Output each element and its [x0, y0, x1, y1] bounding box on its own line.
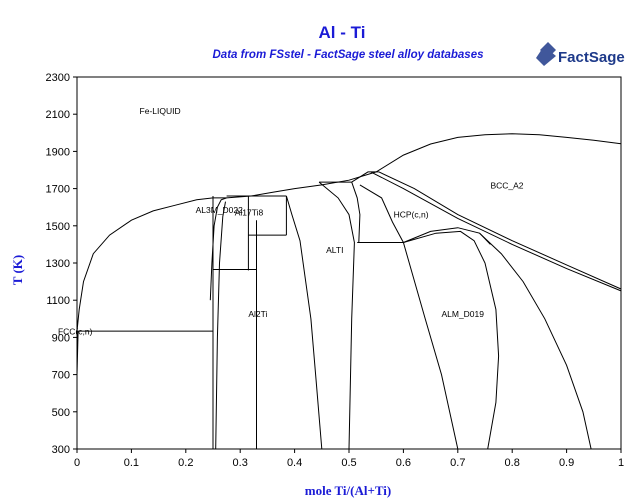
phase-boundary-24	[403, 230, 500, 450]
y-tick-label: 700	[52, 370, 70, 382]
x-tick-label: 0.9	[559, 457, 574, 469]
phase-label: ALM_D019	[441, 309, 484, 319]
phase-label: Al17Ti8	[235, 208, 264, 218]
phase-boundary-2	[209, 197, 227, 301]
x-tick-label: 0.4	[287, 457, 302, 469]
phase-boundary-13	[76, 331, 79, 375]
y-tick-label: 1100	[46, 295, 70, 307]
y-tick-label: 1700	[46, 184, 70, 196]
phase-label: Fe-LIQUID	[140, 106, 181, 116]
chart-title: Al - Ti	[319, 23, 366, 42]
y-tick-label: 1900	[46, 146, 70, 158]
phase-boundary-1	[76, 133, 622, 332]
x-tick-label: 0	[74, 457, 80, 469]
phase-label: FCC(c,n)	[58, 327, 93, 337]
phase-boundary-20	[370, 171, 622, 292]
y-tick-label: 900	[52, 332, 70, 344]
phase-label: BCC_A2	[490, 181, 523, 191]
x-tick-label: 0.2	[178, 457, 193, 469]
x-axis-label: mole Ti/(Al+Ti)	[305, 483, 392, 498]
x-tick-label: 0.3	[233, 457, 248, 469]
x-tick-label: 0.8	[505, 457, 520, 469]
y-tick-label: 1500	[46, 221, 70, 233]
x-axis: 0 0.1 0.2 0.3 0.4 0.5 0.6 0.7 0.8 0.9 1	[74, 449, 624, 469]
phase-boundaries	[76, 133, 622, 450]
y-tick-label: 300	[52, 444, 70, 456]
phase-label: ALTI	[326, 245, 343, 255]
phase-boundary-15	[318, 181, 355, 450]
y-tick-label: 500	[52, 407, 70, 419]
phase-boundary-3	[215, 201, 226, 450]
x-tick-label: 0.6	[396, 457, 411, 469]
y-axis: 300 500 700 900 1100 1300 1500 1700 1900 2100 2300	[46, 72, 77, 456]
phase-boundary-21	[378, 171, 622, 290]
phase-label: AL3M_D022	[196, 205, 244, 215]
x-tick-label: 1	[618, 457, 624, 469]
x-tick-label: 0.5	[341, 457, 356, 469]
y-tick-label: 1300	[46, 258, 70, 270]
chart-subtitle: Data from FSstel - FactSage steel alloy …	[213, 49, 484, 61]
phase-label: Al2Ti	[248, 309, 267, 319]
x-tick-label: 0.1	[124, 457, 139, 469]
y-tick-label: 2100	[46, 109, 70, 121]
y-axis-label: T (K)	[10, 255, 25, 285]
plot-frame	[76, 76, 622, 450]
y-tick-label: 2300	[46, 72, 70, 84]
phase-boundary-14	[285, 195, 323, 450]
phase-boundary-25	[479, 232, 592, 450]
svg-text:FactSage: FactSage	[558, 49, 625, 66]
phase-label: HCP(c,n)	[394, 209, 429, 219]
phase-boundary-23	[403, 227, 491, 245]
factsage-logo: FactSage	[536, 42, 625, 66]
phase-boundary-19	[351, 171, 379, 183]
x-tick-label: 0.7	[450, 457, 465, 469]
